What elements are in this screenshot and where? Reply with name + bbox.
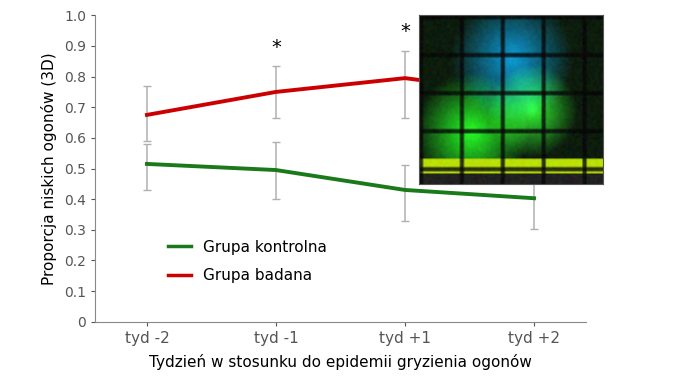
- Text: *: *: [271, 38, 281, 57]
- Text: *: *: [529, 38, 539, 57]
- Y-axis label: Proporcja niskich ogonów (3D): Proporcja niskich ogonów (3D): [42, 52, 57, 285]
- X-axis label: Tydzień w stosunku do epidemii gryzienia ogonów: Tydzień w stosunku do epidemii gryzienia…: [149, 354, 532, 370]
- Legend: Grupa kontrolna, Grupa badana: Grupa kontrolna, Grupa badana: [162, 234, 333, 290]
- Text: *: *: [400, 22, 410, 41]
